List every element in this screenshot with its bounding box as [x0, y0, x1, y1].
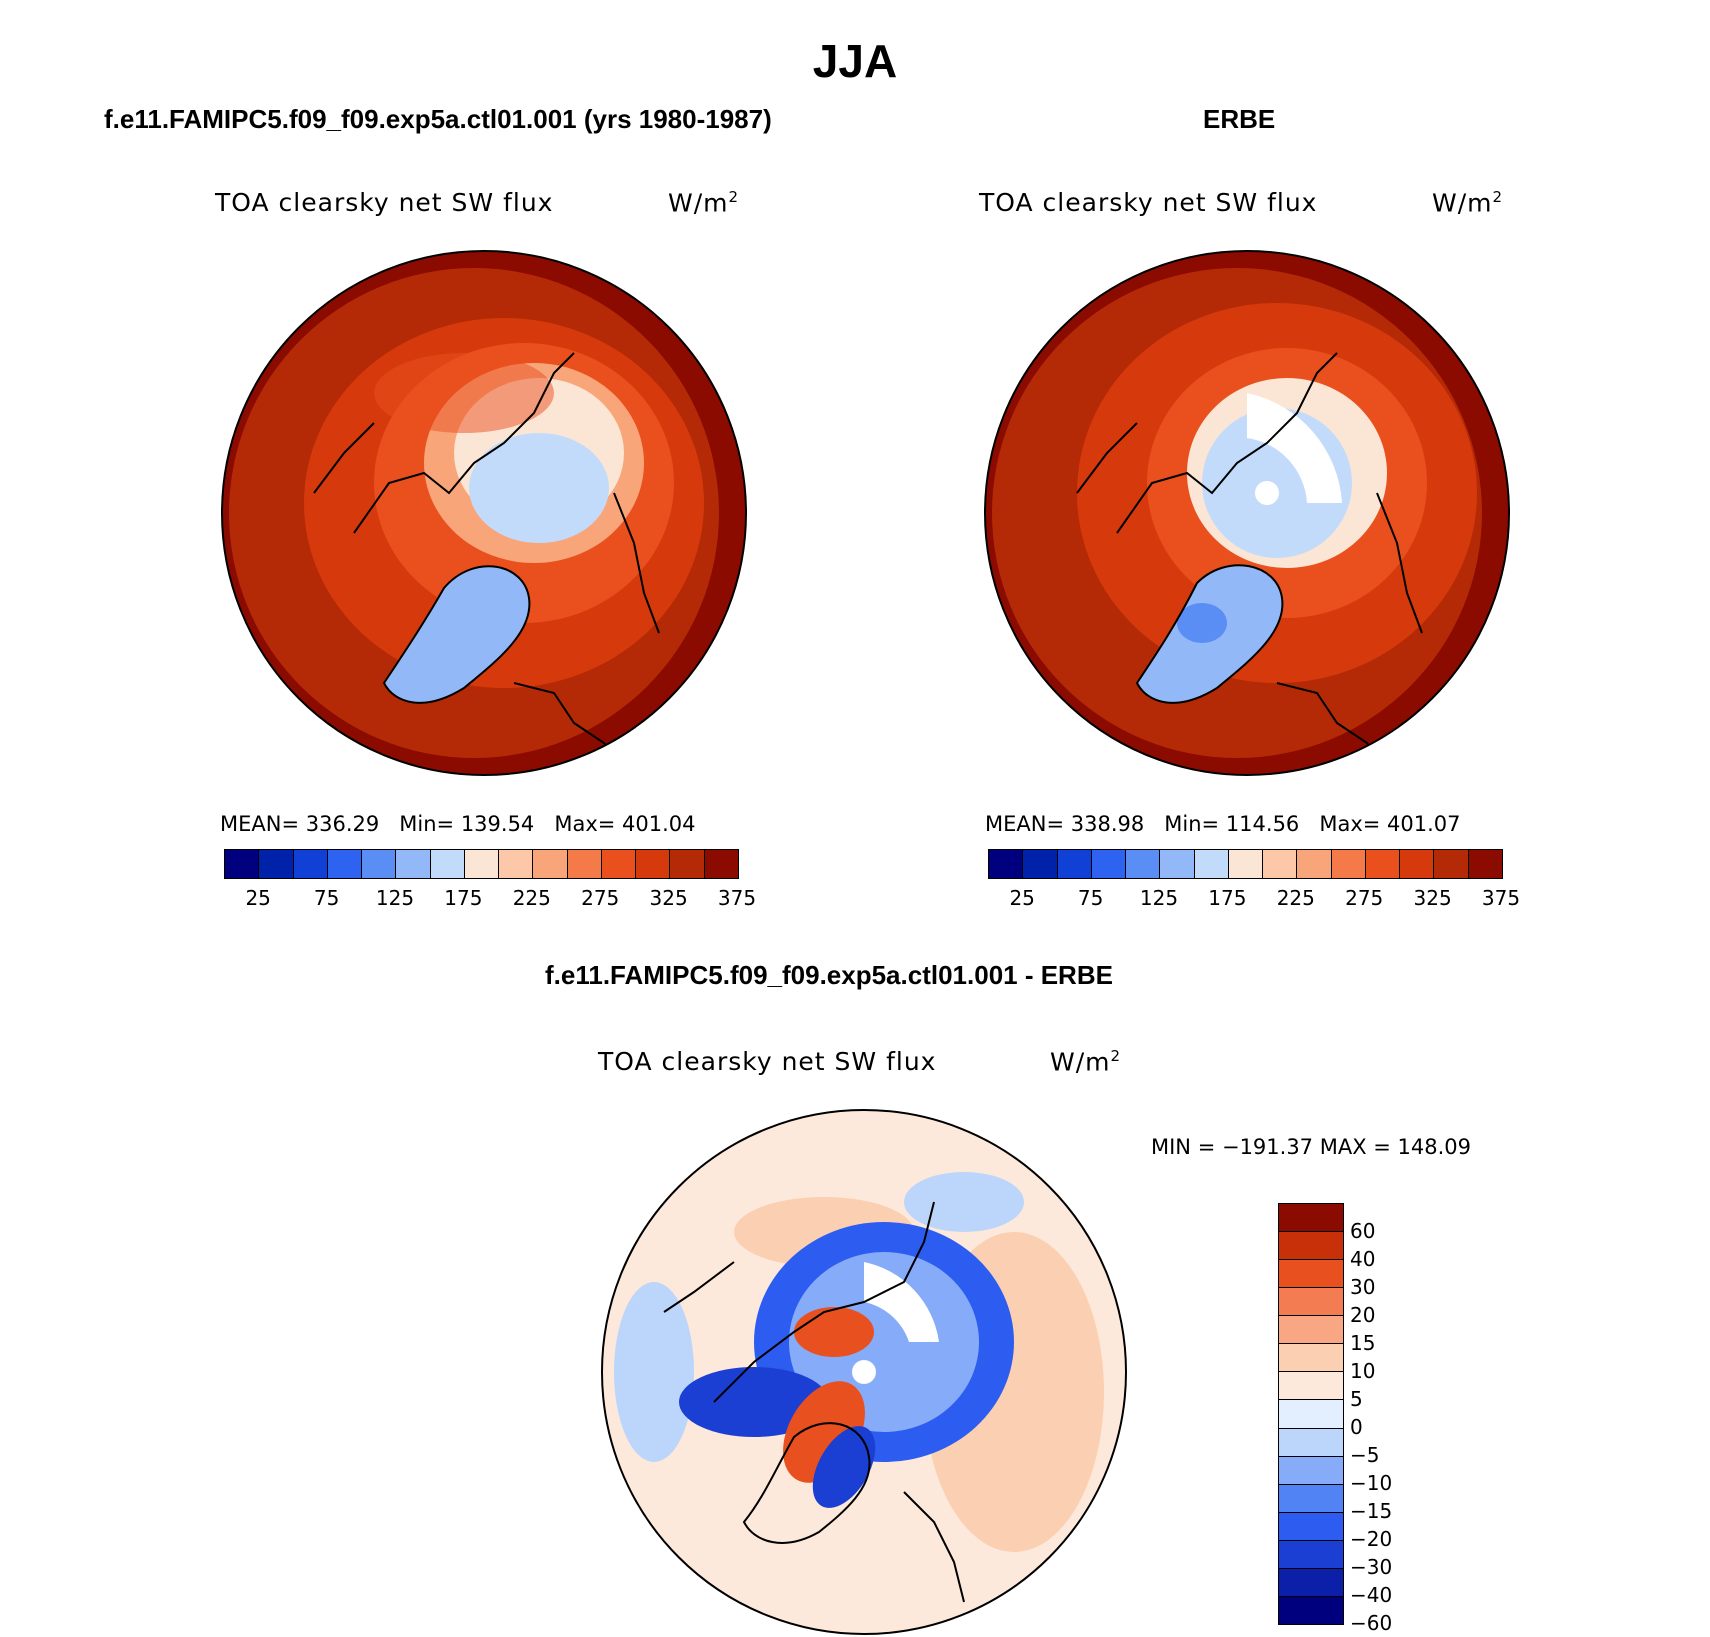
panel1-colorbar-swatch — [464, 850, 500, 878]
panel1-colorbar-swatch — [259, 850, 294, 878]
diff-colorbar-swatch — [1279, 1484, 1343, 1513]
panel1-colorbar-swatch — [704, 850, 738, 878]
panel2-colorbar-swatch — [1228, 850, 1264, 878]
panel1-colorbar-swatch — [636, 850, 671, 878]
diff-colorbar — [1278, 1203, 1344, 1625]
panel1-colorbar-swatch — [601, 850, 637, 878]
panel2-colorbar — [988, 849, 1503, 879]
panel2-colorbar-tick-label: 25 — [1009, 886, 1035, 910]
figure-title: JJA — [812, 35, 898, 87]
panel1-stats: MEAN= 336.29 Min= 139.54 Max= 401.04 — [220, 812, 696, 836]
panel2-colorbar-swatch — [1468, 850, 1502, 878]
panel2-colorbar-swatch — [1365, 850, 1401, 878]
panel1-colorbar-swatch — [567, 850, 602, 878]
panel1-colorbar-swatch — [533, 850, 568, 878]
diff-colorbar-tick-label: −60 — [1350, 1611, 1393, 1635]
diff-colorbar-tick-label: 5 — [1350, 1387, 1363, 1411]
diff-units: W/m2 — [1050, 1047, 1122, 1077]
diff-minmax: MIN = −191.37 MAX = 148.09 — [1151, 1135, 1472, 1159]
panel2-colorbar-swatch — [1194, 850, 1229, 878]
panel1-colorbar-swatch — [499, 850, 534, 878]
panel2-colorbar-swatch — [1434, 850, 1469, 878]
panel2-colorbar-swatch — [989, 850, 1024, 878]
diff-case-title: f.e11.FAMIPC5.f09_f09.exp5a.ctl01.001 - … — [545, 960, 1113, 990]
panel2-units: W/m2 — [1432, 188, 1504, 218]
diff-colorbar-tick-label: 10 — [1350, 1359, 1376, 1383]
panel2-colorbar-tick-label: 325 — [1413, 886, 1452, 910]
diff-colorbar-tick-label: 60 — [1350, 1219, 1376, 1243]
diff-polar-map — [601, 1109, 1127, 1635]
diff-colorbar-tick-label: −10 — [1350, 1471, 1393, 1495]
panel1-colorbar-swatch — [670, 850, 705, 878]
diff-colorbar-swatch — [1279, 1344, 1343, 1373]
panel1-colorbar-swatch — [396, 850, 431, 878]
panel2-colorbar-swatch — [1160, 850, 1195, 878]
panel2-polar-map — [984, 250, 1510, 776]
diff-colorbar-tick-label: −20 — [1350, 1527, 1393, 1551]
panel2-colorbar-swatch — [1263, 850, 1298, 878]
panel1-colorbar-swatch — [430, 850, 465, 878]
diff-colorbar-tick-label: 20 — [1350, 1303, 1376, 1327]
panel1-colorbar-tick-label: 175 — [444, 886, 483, 910]
diff-colorbar-swatch — [1279, 1568, 1343, 1597]
panel1-colorbar-tick-label: 25 — [245, 886, 271, 910]
panel2-colorbar-swatch — [1126, 850, 1161, 878]
panel1-colorbar-tick-label: 75 — [313, 886, 340, 910]
panel1-case-title: f.e11.FAMIPC5.f09_f09.exp5a.ctl01.001 (y… — [104, 104, 772, 134]
panel2-colorbar-swatch — [1091, 850, 1127, 878]
panel2-case-title: ERBE — [1203, 104, 1276, 134]
panel2-colorbar-swatch — [1297, 850, 1332, 878]
panel1-colorbar — [224, 849, 739, 879]
diff-colorbar-swatch — [1279, 1512, 1343, 1541]
panel1-colorbar-tick-label: 125 — [375, 886, 415, 910]
panel2-colorbar-tick-label: 125 — [1139, 886, 1179, 910]
diff-colorbar-tick-label: −40 — [1350, 1583, 1393, 1607]
panel1-variable-label: TOA clearsky net SW flux — [215, 188, 554, 217]
panel1-units: W/m2 — [668, 188, 740, 218]
panel2-colorbar-swatch — [1400, 850, 1435, 878]
diff-variable-label: TOA clearsky net SW flux — [598, 1047, 937, 1076]
diff-colorbar-tick-label: 15 — [1350, 1331, 1376, 1355]
diff-colorbar-swatch — [1279, 1596, 1343, 1624]
panel1-colorbar-tick-label: 325 — [649, 886, 688, 910]
panel1-colorbar-swatch — [362, 850, 397, 878]
panel2-colorbar-swatch — [1023, 850, 1058, 878]
diff-colorbar-swatch — [1279, 1204, 1343, 1233]
diff-colorbar-swatch — [1279, 1428, 1343, 1457]
panel1-colorbar-swatch — [293, 850, 328, 878]
panel2-variable-label: TOA clearsky net SW flux — [979, 188, 1318, 217]
diff-colorbar-tick-label: −30 — [1350, 1555, 1393, 1579]
panel2-colorbar-tick-label: 225 — [1276, 886, 1315, 910]
panel2-colorbar-tick-label: 275 — [1345, 886, 1384, 910]
diff-colorbar-swatch — [1279, 1260, 1343, 1289]
panel1-colorbar-tick-label: 225 — [512, 886, 551, 910]
diff-colorbar-swatch — [1279, 1232, 1343, 1261]
panel2-colorbar-tick-label: 75 — [1077, 886, 1104, 910]
diff-colorbar-tick-label: −5 — [1350, 1443, 1380, 1467]
panel1-colorbar-tick-label: 275 — [581, 886, 620, 910]
diff-colorbar-swatch — [1279, 1540, 1343, 1569]
diff-colorbar-tick-label: 30 — [1350, 1275, 1376, 1299]
panel2-colorbar-tick-label: 375 — [1481, 886, 1521, 910]
diff-colorbar-tick-label: 40 — [1350, 1247, 1376, 1271]
panel2-colorbar-ticks: 25 75 125 175 225 275 325 375 — [988, 886, 1520, 912]
panel1-colorbar-swatch — [225, 850, 260, 878]
diff-colorbar-tick-label: −15 — [1350, 1499, 1393, 1523]
panel2-stats: MEAN= 338.98 Min= 114.56 Max= 401.07 — [985, 812, 1461, 836]
panel1-colorbar-swatch — [327, 850, 363, 878]
panel2-colorbar-swatch — [1057, 850, 1092, 878]
diff-colorbar-swatch — [1279, 1400, 1343, 1429]
diff-colorbar-swatch — [1279, 1316, 1343, 1345]
panel2-colorbar-tick-label: 175 — [1208, 886, 1247, 910]
diff-colorbar-tick-label: 0 — [1350, 1415, 1363, 1439]
diff-colorbar-swatch — [1279, 1372, 1343, 1401]
panel1-polar-map — [221, 250, 747, 776]
panel1-colorbar-tick-label: 375 — [717, 886, 757, 910]
diff-colorbar-ticks: 60 40 30 20 15 10 5 0 −5 −10 −15 −20 −30 −40 −60 — [1350, 1203, 1430, 1635]
diff-colorbar-swatch — [1279, 1288, 1343, 1317]
panel1-colorbar-ticks: 25 75 125 175 225 275 325 375 — [224, 886, 756, 912]
panel2-colorbar-swatch — [1331, 850, 1366, 878]
diff-colorbar-swatch — [1279, 1456, 1343, 1485]
